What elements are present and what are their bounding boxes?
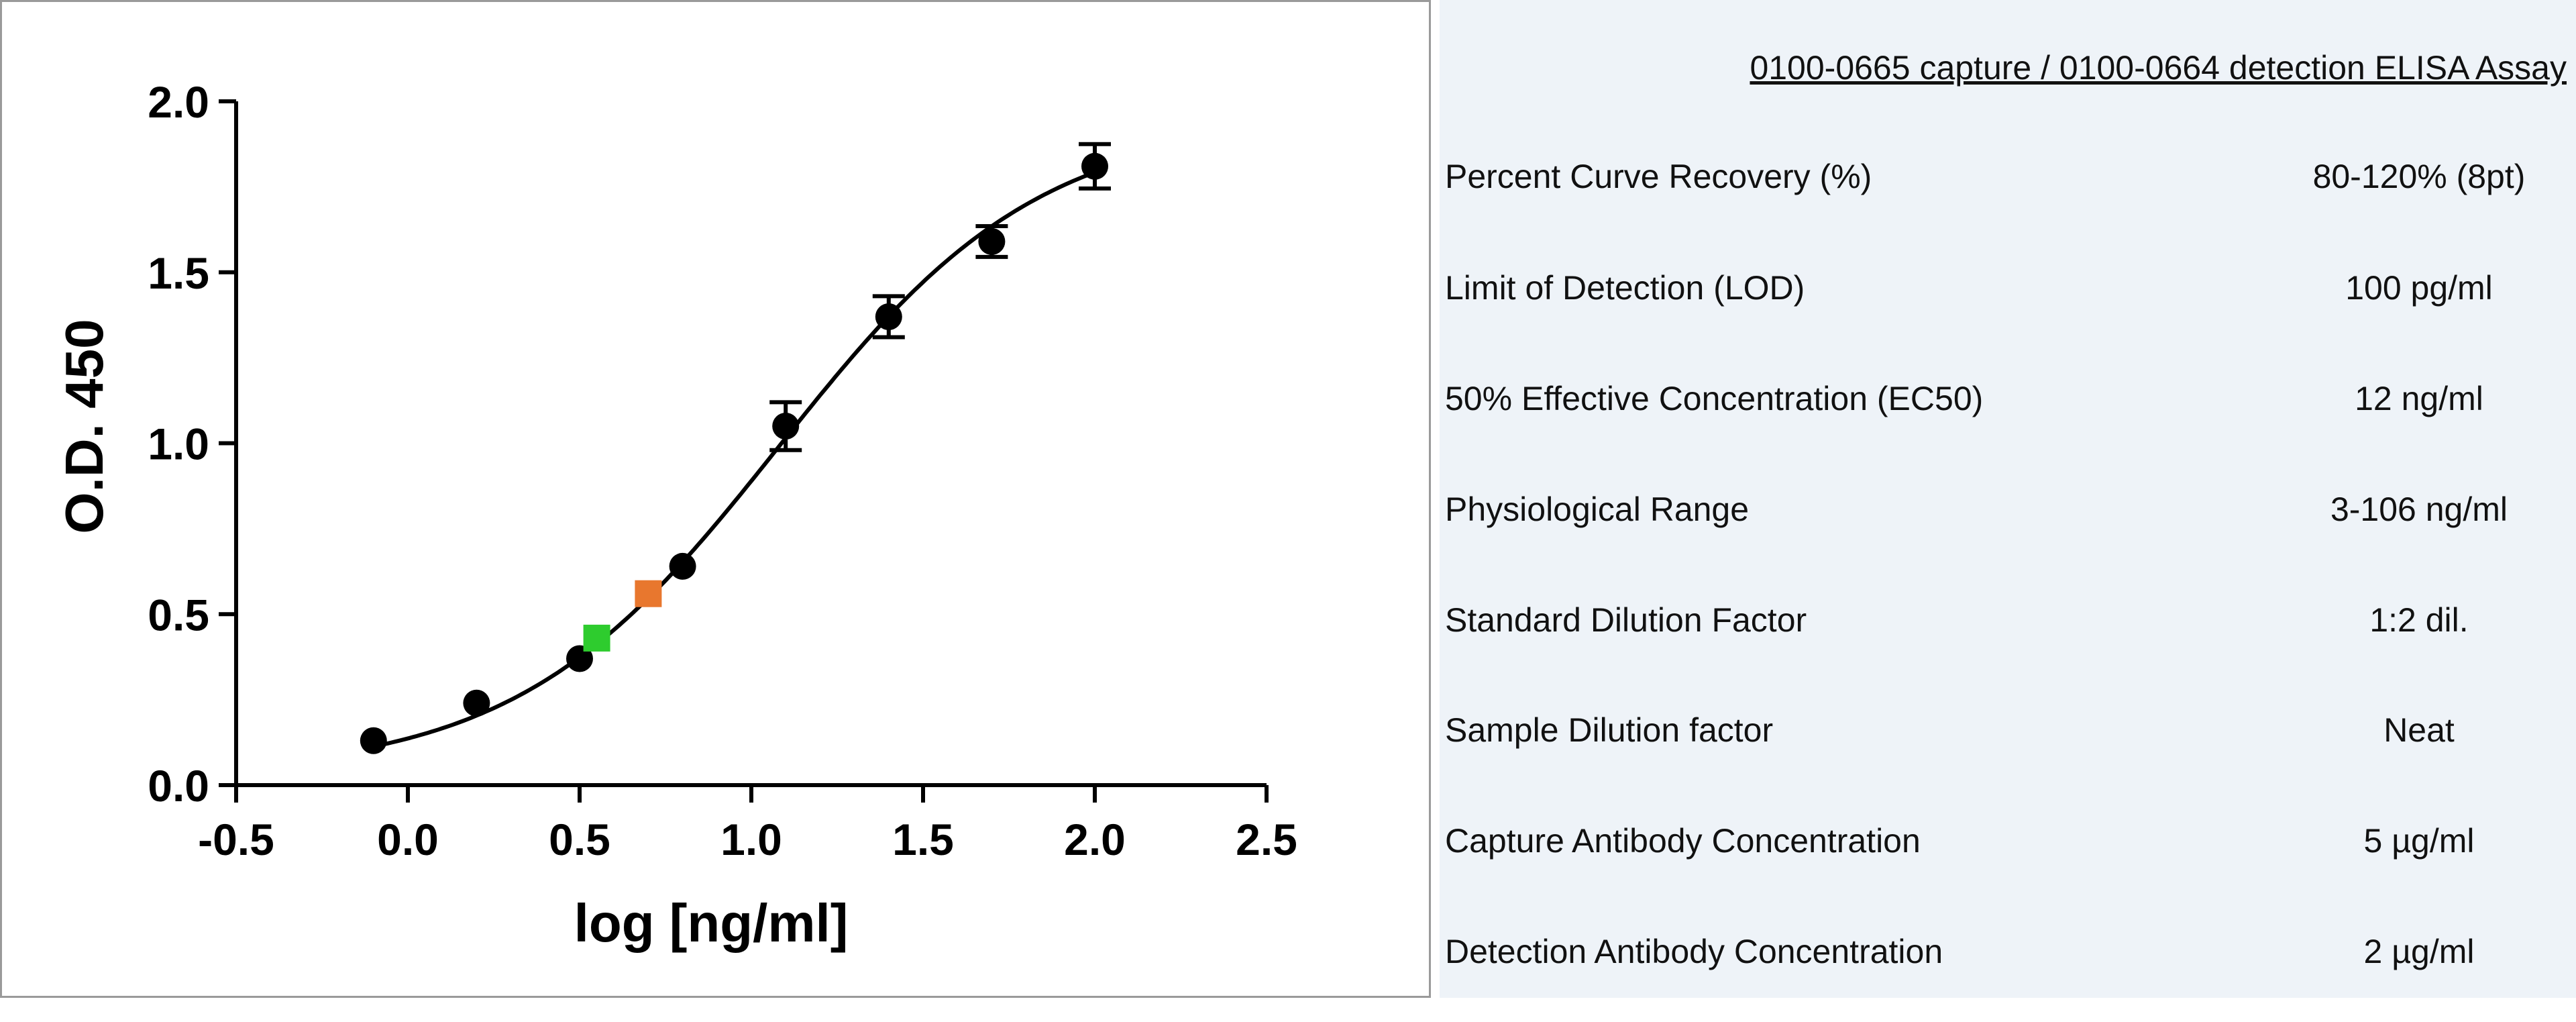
standard-point	[875, 303, 902, 330]
standard-point	[669, 552, 696, 580]
table-row: Sample Dilution factor Neat	[1440, 711, 2576, 764]
x-tick-label: 0.0	[377, 815, 439, 864]
standard-point	[360, 727, 387, 754]
sample-point	[583, 624, 610, 652]
x-tick-label: -0.5	[198, 815, 274, 864]
param-value: 3-106 ng/ml	[2330, 491, 2508, 528]
table-row: Standard Dilution Factor 1:2 dil.	[1440, 601, 2576, 654]
chart-panel: -0.5 0.0 0.5 1.0 1.5 2.0 2.5 0.0 0.5 1.0 1.5 2.0 log…	[0, 0, 1431, 998]
y-tick-label: 0.5	[148, 590, 209, 640]
param-value: 1:2 dil.	[2369, 601, 2469, 639]
param-label: Detection Antibody Concentration	[1445, 933, 1943, 970]
param-value: 12 ng/ml	[2355, 380, 2483, 417]
table-row: 50% Effective Concentration (EC50) 12 ng…	[1440, 379, 2576, 433]
x-tick-label: 1.0	[720, 815, 782, 864]
param-label: Limit of Detection (LOD)	[1445, 269, 1805, 307]
standard-point	[1081, 152, 1108, 180]
table-row: Limit of Detection (LOD) 100 pg/ml	[1440, 268, 2576, 322]
standard-point	[566, 645, 593, 672]
standard-point	[978, 227, 1006, 255]
x-axis-title: log [ng/ml]	[574, 893, 849, 953]
y-tick-label: 2.0	[148, 77, 209, 127]
table-row: Physiological Range 3-106 ng/ml	[1440, 490, 2576, 544]
x-tick-label: 2.5	[1236, 815, 1297, 864]
param-label: Standard Dilution Factor	[1445, 601, 1807, 639]
sample-point	[635, 580, 662, 607]
x-tick-label: 2.0	[1064, 815, 1126, 864]
table-title: 0100-0665 capture / 0100-0664 detection …	[1750, 49, 2567, 87]
param-value: 2 µg/ml	[2363, 933, 2475, 970]
param-value: 80-120% (8pt)	[2312, 158, 2526, 195]
chart-svg: -0.5 0.0 0.5 1.0 1.5 2.0 2.50.00.51.01.52.0log…	[54, 77, 1297, 953]
standard-point	[463, 689, 490, 717]
param-value: Neat	[2383, 711, 2455, 749]
y-axis-title: O.D. 450	[54, 319, 114, 533]
y-tick-label: 1.5	[148, 248, 209, 298]
x-tick-label: 0.5	[549, 815, 610, 864]
param-label: Sample Dilution factor	[1445, 711, 1774, 749]
param-value: 100 pg/ml	[2345, 269, 2493, 307]
param-label: Physiological Range	[1445, 491, 1750, 528]
standard-point	[772, 413, 800, 440]
param-label: 50% Effective Concentration (EC50)	[1445, 380, 1984, 417]
y-tick-label: 1.0	[148, 419, 209, 469]
param-value: 5 µg/ml	[2363, 822, 2475, 860]
y-tick-label: 0.0	[148, 761, 209, 811]
table-row: Detection Antibody Concentration 2 µg/ml	[1440, 932, 2576, 986]
table-row: Capture Antibody Concentration 5 µg/ml	[1440, 821, 2576, 875]
x-tick-label: 1.5	[892, 815, 954, 864]
param-label: Capture Antibody Concentration	[1445, 822, 1921, 860]
param-label: Percent Curve Recovery (%)	[1445, 158, 1872, 195]
fit-curve	[373, 170, 1096, 749]
assay-parameters-table: 0100-0665 capture / 0100-0664 detection …	[1440, 0, 2576, 998]
table-row: Percent Curve Recovery (%) 80-120% (8pt)	[1440, 157, 2576, 211]
